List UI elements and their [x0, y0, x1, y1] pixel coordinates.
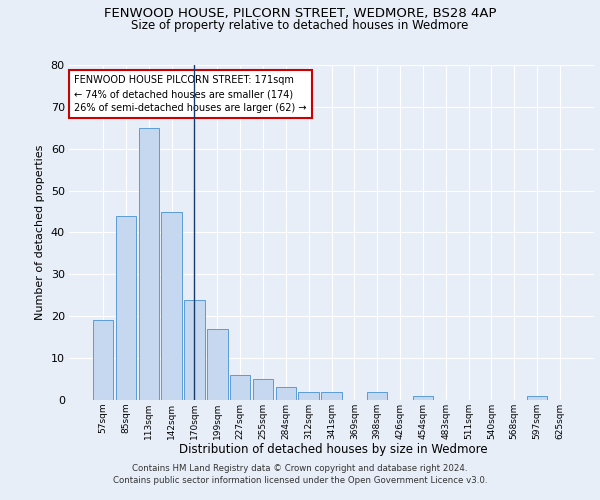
Bar	[413, 396, 433, 400]
Text: FENWOOD HOUSE, PILCORN STREET, WEDMORE, BS28 4AP: FENWOOD HOUSE, PILCORN STREET, WEDMORE, …	[104, 8, 496, 20]
Text: FENWOOD HOUSE PILCORN STREET: 171sqm
← 74% of detached houses are smaller (174)
: FENWOOD HOUSE PILCORN STREET: 171sqm ← 7…	[74, 75, 307, 113]
Bar	[139, 128, 159, 400]
Text: Distribution of detached houses by size in Wedmore: Distribution of detached houses by size …	[179, 442, 487, 456]
Bar	[184, 300, 205, 400]
Bar	[116, 216, 136, 400]
Text: Size of property relative to detached houses in Wedmore: Size of property relative to detached ho…	[131, 18, 469, 32]
Bar	[298, 392, 319, 400]
Bar	[253, 379, 273, 400]
Bar	[207, 329, 227, 400]
Text: Contains public sector information licensed under the Open Government Licence v3: Contains public sector information licen…	[113, 476, 487, 485]
Bar	[321, 392, 342, 400]
Bar	[93, 320, 113, 400]
Y-axis label: Number of detached properties: Number of detached properties	[35, 145, 45, 320]
Bar	[230, 375, 250, 400]
Bar	[161, 212, 182, 400]
Bar	[527, 396, 547, 400]
Text: Contains HM Land Registry data © Crown copyright and database right 2024.: Contains HM Land Registry data © Crown c…	[132, 464, 468, 473]
Bar	[275, 388, 296, 400]
Bar	[367, 392, 388, 400]
